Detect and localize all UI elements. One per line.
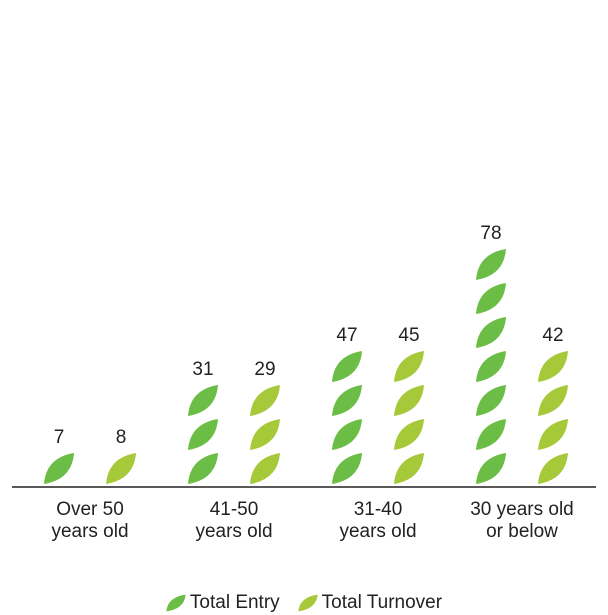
leaf-icon (394, 351, 424, 382)
leaf-icon (188, 385, 218, 416)
leaf-icon (298, 594, 318, 611)
bar-entry-1[interactable]: 31 (188, 359, 218, 484)
leaf-icon (394, 385, 424, 416)
data-label: 47 (336, 325, 357, 346)
leaf-icon (476, 249, 506, 280)
data-label: 29 (254, 359, 275, 380)
x-tick-label: 30 years old or below (470, 499, 574, 542)
leaf-icon (476, 453, 506, 484)
leaf-icon (538, 351, 568, 382)
leaf-icon (250, 385, 280, 416)
leaf-icon (538, 419, 568, 450)
leaf-icon (250, 419, 280, 450)
leaf-icon (188, 453, 218, 484)
legend-label-turnover: Total Turnover (321, 591, 443, 613)
legend-item-turnover[interactable]: Total Turnover (298, 592, 442, 614)
leaf-icon (106, 453, 136, 484)
leaf-icon (394, 419, 424, 450)
data-label: 78 (480, 223, 501, 244)
data-label: 45 (398, 325, 419, 346)
data-label: 8 (116, 427, 127, 448)
bar-entry-0[interactable]: 7 (44, 427, 74, 484)
legend-item-entry[interactable]: Total Entry (166, 592, 280, 614)
leaf-icon (250, 453, 280, 484)
leaf-icon (538, 385, 568, 416)
legend: Total Entry Total Turnover (0, 590, 608, 615)
leaf-icon (332, 419, 362, 450)
x-tick-label: 41-50 years old (195, 499, 272, 542)
legend-label-entry: Total Entry (189, 591, 280, 613)
data-label: 7 (54, 427, 65, 448)
leaf-icon (476, 419, 506, 450)
chart: 7 31 47 78 8 29 45 42 Over 50 years old 41-50 year… (12, 223, 596, 542)
x-axis-labels: Over 50 years old 41-50 years old 31-40 years… (51, 499, 573, 542)
x-tick-label: Over 50 years old (51, 499, 128, 542)
leaf-icon (332, 453, 362, 484)
leaf-icon (476, 283, 506, 314)
bar-turnover-1[interactable]: 29 (250, 359, 280, 484)
x-tick-label: 31-40 years old (339, 499, 416, 542)
leaf-icon (332, 351, 362, 382)
leaf-icon (476, 351, 506, 382)
data-label: 42 (542, 325, 563, 346)
bar-entry-2[interactable]: 47 (332, 325, 362, 484)
leaf-icon (538, 453, 568, 484)
leaf-icon (166, 594, 186, 611)
leaf-icon (188, 419, 218, 450)
data-label: 31 (192, 359, 213, 380)
bars: 7 31 47 78 8 29 45 42 (44, 223, 568, 484)
bar-turnover-3[interactable]: 42 (538, 325, 568, 484)
leaf-icon (332, 385, 362, 416)
leaf-icon (394, 453, 424, 484)
leaf-icon (44, 453, 74, 484)
bar-turnover-2[interactable]: 45 (394, 325, 424, 484)
leaf-icon (476, 317, 506, 348)
bar-entry-3[interactable]: 78 (476, 223, 506, 484)
leaf-icon (476, 385, 506, 416)
bar-turnover-0[interactable]: 8 (106, 427, 136, 484)
